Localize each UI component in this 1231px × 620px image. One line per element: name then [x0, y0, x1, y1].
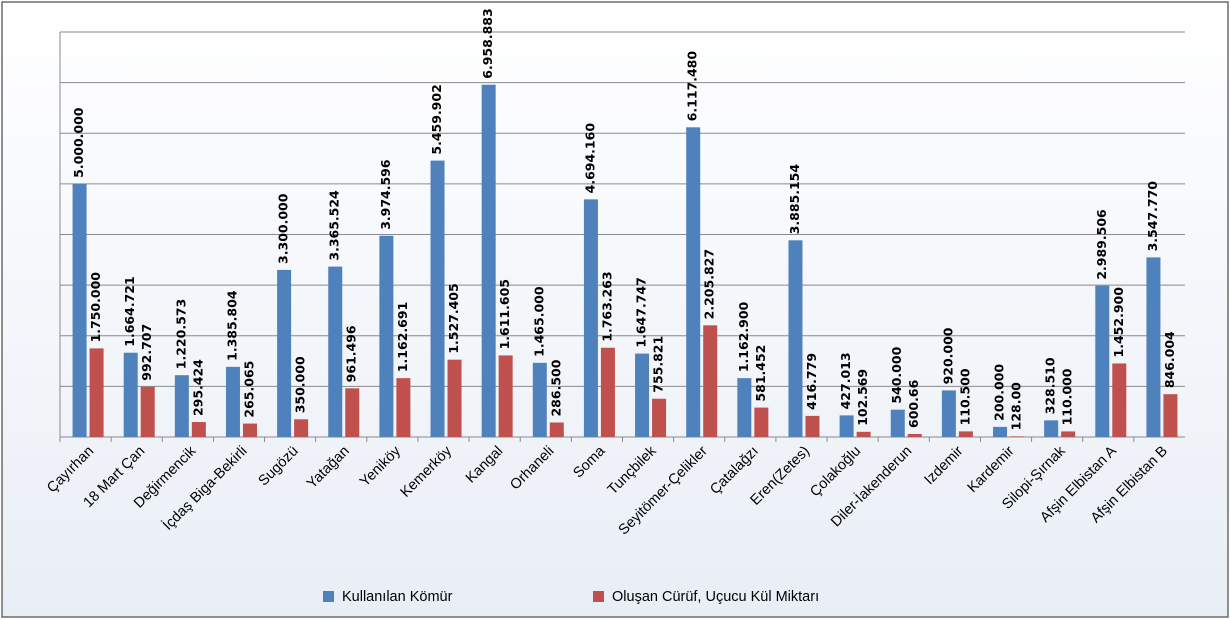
value-label: 5.459.902 [429, 84, 444, 154]
bar [1146, 257, 1161, 437]
bar [345, 388, 360, 437]
bar [447, 359, 462, 437]
value-label: 1.647.747 [634, 277, 649, 347]
bar [600, 347, 615, 437]
bar [754, 407, 769, 437]
value-label: 427.013 [838, 352, 853, 409]
value-label: 265.065 [241, 361, 256, 418]
legend-label: Kullanılan Kömür [342, 589, 453, 605]
bar [583, 199, 598, 437]
value-label: 1.527.405 [446, 283, 461, 353]
bar [379, 235, 394, 437]
bar [652, 398, 667, 437]
value-label: 1.611.605 [497, 279, 512, 349]
bar [686, 127, 701, 437]
value-label: 3.365.524 [327, 190, 342, 261]
bar [941, 390, 956, 437]
value-label: 1.465.000 [531, 286, 546, 357]
value-label: 1.162.691 [395, 302, 410, 372]
value-label: 4.694.160 [582, 123, 597, 194]
bar [993, 426, 1008, 437]
value-label: 600.66 [906, 379, 921, 428]
bar [1163, 394, 1178, 437]
bar [549, 422, 564, 437]
bar [635, 353, 650, 437]
legend-label: Oluşan Cürüf, Uçucu Kül Miktarı [612, 589, 819, 605]
bar [890, 409, 905, 437]
value-label: 1.664.721 [122, 276, 137, 346]
value-label: 992.707 [139, 324, 154, 381]
bar [532, 362, 547, 437]
bar [805, 415, 820, 437]
value-label: 286.500 [548, 359, 563, 416]
value-label: 416.779 [804, 353, 819, 410]
bar [242, 423, 257, 437]
bar [839, 415, 854, 437]
value-label: 1.452.900 [1111, 287, 1126, 358]
value-label: 110.000 [1060, 368, 1075, 425]
bar [89, 348, 104, 437]
value-label: 1.385.804 [224, 290, 239, 361]
bar [1044, 420, 1059, 437]
bar [907, 433, 922, 437]
value-label: 920.000 [940, 327, 955, 384]
value-label: 200.000 [992, 364, 1007, 421]
bar [788, 240, 803, 437]
bar [294, 419, 309, 437]
bar [737, 378, 752, 437]
value-label: 5.000.000 [71, 107, 86, 178]
bar [72, 183, 87, 437]
bar [123, 352, 138, 437]
legend-swatch [323, 591, 334, 602]
value-label: 350.000 [293, 356, 308, 413]
value-label: 3.547.770 [1145, 181, 1160, 252]
value-label: 846.004 [1162, 331, 1177, 388]
value-label: 961.496 [344, 325, 359, 382]
value-label: 2.205.827 [702, 249, 717, 319]
legend-swatch [593, 591, 604, 602]
value-label: 2.989.506 [1094, 209, 1109, 280]
bar [498, 355, 513, 437]
value-label: 128.00 [1009, 382, 1024, 431]
value-label: 3.885.154 [787, 164, 802, 235]
value-label: 1.162.900 [736, 301, 751, 372]
bar [328, 266, 343, 437]
value-label: 102.569 [855, 369, 870, 426]
bar [225, 366, 240, 437]
value-label: 110.500 [957, 368, 972, 425]
bar [856, 431, 871, 437]
value-label: 755.821 [651, 336, 666, 393]
value-label: 6.958.883 [480, 8, 495, 78]
value-label: 3.974.596 [378, 159, 393, 230]
bar [277, 269, 292, 437]
value-label: 1.220.573 [173, 299, 188, 369]
value-label: 328.510 [1043, 357, 1058, 414]
bar [174, 375, 189, 437]
bar [396, 378, 411, 437]
value-label: 1.750.000 [88, 272, 103, 343]
bar [1010, 436, 1025, 437]
value-label: 3.300.000 [276, 193, 291, 264]
value-label: 581.452 [753, 345, 768, 402]
bar [1112, 363, 1127, 437]
bar [430, 160, 445, 437]
value-label: 540.000 [889, 346, 904, 403]
bar [191, 422, 206, 437]
bar [140, 386, 155, 437]
bar [1095, 285, 1110, 437]
bar [958, 431, 973, 437]
bar [481, 84, 496, 438]
bar [703, 325, 718, 437]
value-label: 6.117.480 [685, 51, 700, 122]
bar [1061, 431, 1076, 437]
value-label: 1.763.263 [599, 271, 614, 341]
value-label: 295.424 [190, 359, 205, 416]
